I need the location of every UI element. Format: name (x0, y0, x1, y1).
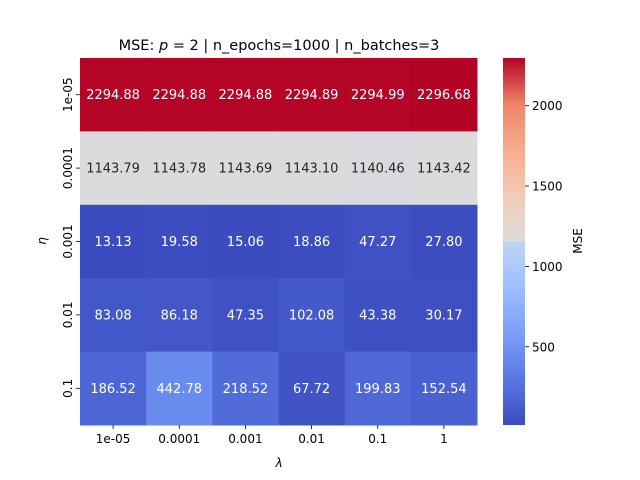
cell-value-label: 1143.10 (285, 162, 339, 177)
cell-value-label: 1143.42 (417, 162, 471, 177)
heatmap-cell (212, 58, 279, 132)
heatmap-cell (344, 278, 412, 353)
y-tick-label: 0.001 (61, 224, 75, 258)
y-tick-label: 0.01 (61, 302, 75, 329)
cell-value-label: 47.27 (359, 235, 396, 250)
heatmap-cell (278, 131, 346, 206)
cell-value-label: 218.52 (223, 382, 269, 397)
y-axis: 1e-05 0.0001 0.001 0.01 0.1 (61, 77, 80, 398)
heatmap-cell (212, 204, 279, 279)
chart-title: MSE: p = 2 | n_epochs=1000 | n_batches=3 (119, 38, 440, 54)
heatmap-cell (278, 58, 346, 132)
cell-value-label: 83.08 (94, 308, 131, 323)
heatmap-cell (146, 131, 213, 206)
cell-value-label: 19.58 (161, 235, 198, 250)
cell-value-label: 47.35 (227, 308, 264, 323)
x-tick-label: 1e-05 (96, 432, 131, 446)
heatmap-cell (344, 131, 412, 206)
colorbar-tick-label: 1500 (532, 180, 563, 194)
x-tick-label: 0.0001 (158, 432, 200, 446)
heatmap-cell (344, 58, 412, 132)
cell-value-label: 102.08 (289, 308, 335, 323)
heatmap-cell (278, 351, 346, 426)
cell-value-label: 199.83 (355, 382, 401, 397)
heatmap-cell (80, 58, 147, 132)
cell-value-label: 2294.89 (285, 88, 339, 103)
x-axis-label: λ (274, 456, 282, 470)
heatmap-cell (146, 351, 213, 426)
cell-value-label: 1143.78 (152, 162, 206, 177)
y-tick-label: 0.0001 (61, 147, 75, 189)
x-tick-label: 1 (440, 432, 448, 446)
heatmap-cell (80, 351, 147, 426)
cell-value-label: 152.54 (421, 382, 467, 397)
y-axis-label: η (35, 237, 49, 245)
heatmap-cell (344, 351, 412, 426)
colorbar-label: MSE (571, 228, 585, 254)
heatmap-cell (410, 131, 478, 206)
cell-value-label: 1143.69 (219, 162, 273, 177)
heatmap-cell-labels: 2294.88 2294.88 2294.88 2294.89 2294.99 2296.… (86, 88, 471, 397)
heatmap-cell (410, 278, 478, 353)
y-tick-label: 0.1 (61, 379, 75, 398)
heatmap-cell (212, 131, 279, 206)
cell-value-label: 1140.46 (351, 162, 405, 177)
heatmap-cell (278, 204, 346, 279)
heatmap-cell (80, 278, 147, 353)
heatmap-cell (146, 204, 213, 279)
heatmap-cell (410, 204, 478, 279)
cell-value-label: 43.38 (359, 308, 396, 323)
heatmap-cell (278, 278, 346, 353)
colorbar-tick-label: 500 (532, 340, 555, 354)
cell-value-label: 67.72 (293, 382, 330, 397)
heatmap-cell (146, 58, 213, 132)
heatmap-cell (344, 204, 412, 279)
heatmap-cell (212, 351, 279, 426)
colorbar-ticks: 500 1000 1500 2000 (525, 99, 563, 354)
cell-value-label: 2294.99 (351, 88, 405, 103)
heatmap-cell (80, 131, 147, 206)
heatmap-cells (80, 58, 478, 426)
x-tick-label: 0.01 (298, 432, 325, 446)
cell-value-label: 15.06 (227, 235, 264, 250)
colorbar-tick-label: 2000 (532, 99, 563, 113)
cell-value-label: 186.52 (90, 382, 136, 397)
cell-value-label: 1143.79 (86, 162, 140, 177)
heatmap-cell (410, 58, 478, 132)
cell-value-label: 18.86 (293, 235, 330, 250)
y-tick-label: 1e-05 (61, 77, 75, 112)
heatmap-cell (80, 204, 147, 279)
x-tick-label: 0.1 (368, 432, 387, 446)
cell-value-label: 30.17 (425, 308, 462, 323)
cell-value-label: 27.80 (425, 235, 462, 250)
colorbar (503, 58, 525, 425)
x-tick-label: 0.001 (228, 432, 262, 446)
cell-value-label: 2294.88 (86, 88, 140, 103)
cell-value-label: 2294.88 (219, 88, 273, 103)
x-axis: 1e-05 0.0001 0.001 0.01 0.1 1 (96, 425, 448, 446)
cell-value-label: 442.78 (157, 382, 203, 397)
heatmap-cell (146, 278, 213, 353)
cell-value-label: 86.18 (161, 308, 198, 323)
cell-value-label: 2296.68 (417, 88, 471, 103)
cell-value-label: 2294.88 (152, 88, 206, 103)
heatmap-cell (212, 278, 279, 353)
cell-value-label: 13.13 (94, 235, 131, 250)
colorbar-tick-label: 1000 (532, 260, 563, 274)
heatmap-cell (410, 351, 478, 426)
